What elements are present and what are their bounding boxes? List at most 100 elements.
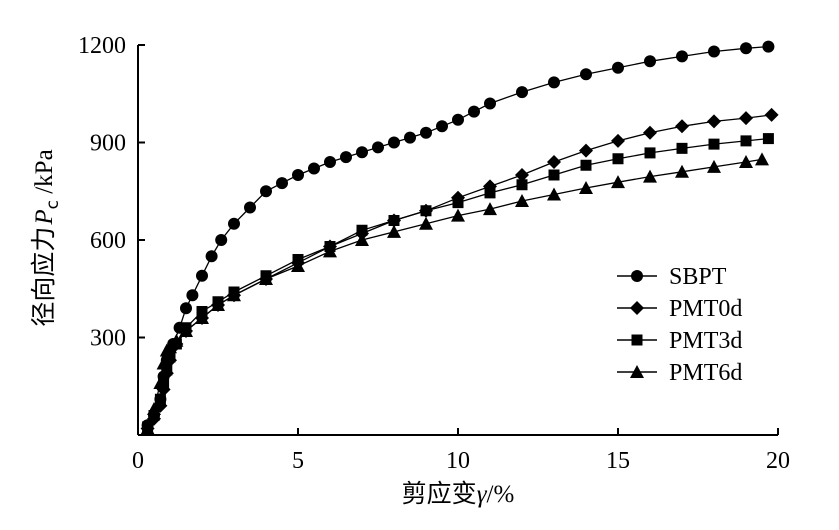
data-point	[739, 155, 753, 168]
data-point	[140, 421, 155, 435]
data-point	[580, 159, 592, 171]
x-axis-title-unit: /%	[487, 481, 515, 508]
x-ticks: 0 5 10 15 20	[132, 428, 790, 474]
x-axis-title: 剪应变γ/%	[402, 479, 515, 508]
data-point	[388, 215, 400, 226]
data-point	[323, 244, 337, 258]
data-point	[244, 201, 256, 214]
x-tick-label: 10	[446, 448, 470, 474]
x-axis-title-symbol: γ	[477, 481, 488, 508]
data-point	[169, 333, 184, 347]
data-point	[452, 113, 464, 126]
data-point	[419, 216, 433, 230]
data-point	[708, 45, 720, 58]
data-point	[762, 133, 774, 145]
x-tick-label: 0	[132, 448, 144, 474]
data-point	[372, 141, 384, 154]
data-point	[515, 194, 529, 207]
y-axis-title-subscript: c	[43, 200, 63, 209]
x-tick-label: 5	[292, 448, 304, 474]
data-point	[612, 153, 624, 165]
data-point	[579, 181, 593, 194]
data-point	[291, 259, 305, 272]
data-point	[740, 42, 752, 55]
data-point	[547, 187, 561, 201]
y-axis-title-unit: /kPa	[31, 149, 58, 200]
data-point	[483, 202, 497, 216]
data-point	[211, 298, 225, 311]
data-point	[739, 111, 753, 126]
data-point	[355, 233, 369, 246]
data-point	[388, 136, 400, 149]
data-point	[484, 97, 496, 110]
y-tick-label: 300	[90, 326, 126, 352]
data-point	[260, 185, 272, 198]
data-point	[548, 76, 560, 89]
legend-item-pmt0d: PMT0d	[617, 296, 742, 322]
data-point	[292, 169, 304, 181]
data-point	[468, 105, 480, 118]
y-tick-label: 600	[90, 228, 126, 254]
data-point	[340, 151, 352, 164]
data-point	[420, 205, 432, 217]
data-point	[154, 393, 166, 405]
data-point	[436, 120, 448, 133]
data-point	[147, 402, 161, 415]
data-point	[205, 250, 218, 263]
data-point	[707, 114, 721, 129]
legend-label: PMT3d	[669, 328, 742, 354]
data-point	[196, 269, 208, 282]
x-tick-label: 15	[606, 448, 630, 474]
data-point	[643, 125, 657, 140]
data-point	[644, 147, 656, 159]
data-point	[580, 68, 592, 81]
data-point	[755, 152, 769, 166]
data-point	[215, 234, 228, 246]
data-point	[579, 143, 593, 158]
series-pmt6d	[140, 152, 769, 435]
x-tick-label: 20	[766, 448, 790, 474]
data-point	[676, 50, 688, 63]
data-point	[356, 224, 368, 236]
data-point	[644, 55, 656, 68]
data-point	[516, 179, 528, 191]
data-point	[228, 217, 240, 230]
legend-marker	[630, 301, 644, 315]
data-point	[675, 164, 689, 178]
y-tick-label: 900	[90, 131, 126, 157]
data-point	[611, 175, 625, 189]
data-point	[404, 131, 416, 144]
data-point	[676, 142, 688, 154]
legend-label: PMT6d	[669, 360, 742, 386]
data-point	[516, 86, 528, 99]
y-ticks: 300 600 900 1200	[78, 33, 145, 352]
data-point	[675, 119, 689, 134]
legend-marker	[631, 270, 643, 282]
data-point	[764, 107, 779, 122]
legend-item-sbpt: SBPT	[617, 264, 727, 290]
data-point	[420, 126, 432, 139]
legend: SBPT PMT0d PMT3d PMT6d	[617, 264, 742, 386]
legend-label: PMT0d	[669, 296, 742, 322]
data-point	[276, 177, 288, 190]
data-point	[484, 187, 496, 199]
x-axis-title-main: 剪应变	[402, 479, 477, 508]
series-line	[147, 137, 769, 428]
data-point	[548, 169, 560, 181]
data-point	[515, 168, 529, 182]
legend-item-pmt6d: PMT6d	[617, 360, 742, 386]
data-point	[156, 356, 171, 370]
data-point	[324, 156, 336, 168]
y-axis-title-symbol: P	[31, 209, 58, 225]
legend-marker	[631, 334, 643, 346]
data-point	[451, 208, 465, 222]
data-point	[186, 289, 199, 302]
series-layer	[140, 40, 779, 436]
data-point	[227, 288, 241, 302]
data-point	[708, 138, 720, 150]
data-point	[356, 146, 368, 159]
y-axis-title-main: 径向应力	[29, 227, 58, 327]
legend-label: SBPT	[669, 264, 727, 290]
data-point	[179, 324, 193, 337]
